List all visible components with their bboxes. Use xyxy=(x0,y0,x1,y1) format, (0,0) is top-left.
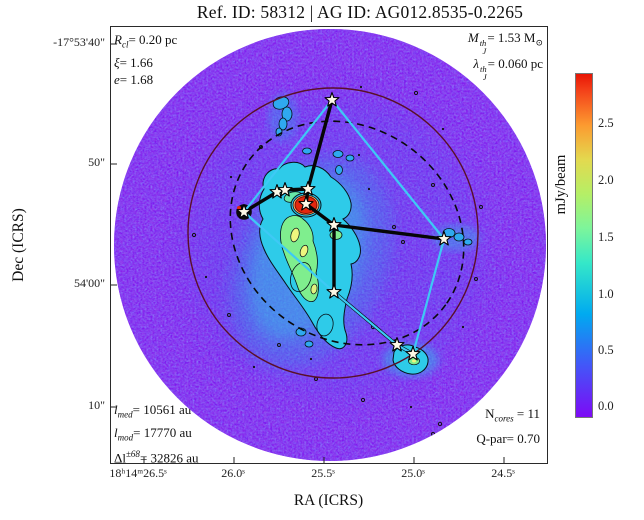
core-marker xyxy=(326,284,342,299)
colorbar-tick-label: 0.5 xyxy=(598,343,614,357)
figure-title: Ref. ID: 58312 | AG ID: AG012.8535-0.226… xyxy=(196,2,524,22)
peak-dot xyxy=(237,206,241,210)
y-tick-label: 50" xyxy=(88,155,105,169)
core-marker xyxy=(324,92,340,107)
mst-edge xyxy=(306,98,334,191)
core-marker xyxy=(436,231,452,246)
sky-map-canvas xyxy=(111,29,546,463)
x-tick-label: 18ʰ14ᵐ26.5ˢ xyxy=(109,466,167,480)
colorbar-label: mJy/beam xyxy=(553,154,569,215)
y-tick-label: 10" xyxy=(88,398,105,412)
core-marker xyxy=(389,337,405,352)
mst-edge xyxy=(242,190,279,214)
x-tick-label: 24.5ˢ xyxy=(491,466,515,480)
cluster-params-block: Rcl= 0.20 pc ξ= 1.66 e= 1.68 xyxy=(114,31,177,88)
mst-edge xyxy=(304,202,336,227)
cluster-radius-circle xyxy=(187,87,479,379)
core-marker xyxy=(236,204,252,219)
x-tick-label: 26.0ˢ xyxy=(221,466,245,480)
emission-contours xyxy=(258,96,473,375)
annotation-ncores: Ncores = 11 xyxy=(485,406,540,424)
core-marker xyxy=(300,181,316,196)
y-tick-label: -17°53'40" xyxy=(53,35,105,49)
annotation-lmed: lmed= 10561 au xyxy=(114,402,192,420)
colorbar-tick-label: 0.0 xyxy=(598,399,614,413)
core-marker xyxy=(298,196,314,211)
cores-overlay xyxy=(111,43,505,463)
annotation-dl: Δl±68= 32826 au xyxy=(114,449,199,466)
separation-params-block: lmed= 10561 au lmod= 17770 au Δl±68= 328… xyxy=(114,401,199,467)
colorbar-tick-label: 2.5 xyxy=(598,116,614,130)
annotation-ljeans: λ th J = 0.060 pc xyxy=(473,56,543,82)
x-tick-label: 25.5ˢ xyxy=(311,466,335,480)
colorbar-tick-label: 1.0 xyxy=(598,287,614,301)
sky-map xyxy=(110,26,548,464)
colorbar xyxy=(575,73,593,418)
core-marker xyxy=(326,217,342,232)
core-marker xyxy=(277,182,293,197)
annotation-rcl: Rcl= 0.20 pc xyxy=(114,32,178,50)
annotation-qpar: Q-par= 0.70 xyxy=(476,430,540,446)
colorbar-tick-label: 2.0 xyxy=(598,173,614,187)
core-marker xyxy=(405,346,421,361)
x-tick-label: 25.0ˢ xyxy=(401,466,425,480)
mst-edge xyxy=(332,223,446,241)
stats-block: Ncores = 11 Q-par= 0.70 xyxy=(343,404,540,448)
x-axis-label: RA (ICRS) xyxy=(293,492,364,509)
annotation-e: e= 1.68 xyxy=(114,71,154,87)
colorbar-tick-label: 1.5 xyxy=(598,230,614,244)
annotation-xi: ξ= 1.66 xyxy=(114,54,153,70)
y-tick-label: 54'00" xyxy=(73,276,105,290)
annotation-lmod: lmod= 17770 au xyxy=(114,424,192,443)
half-mass-dashed-ellipse xyxy=(229,120,465,346)
